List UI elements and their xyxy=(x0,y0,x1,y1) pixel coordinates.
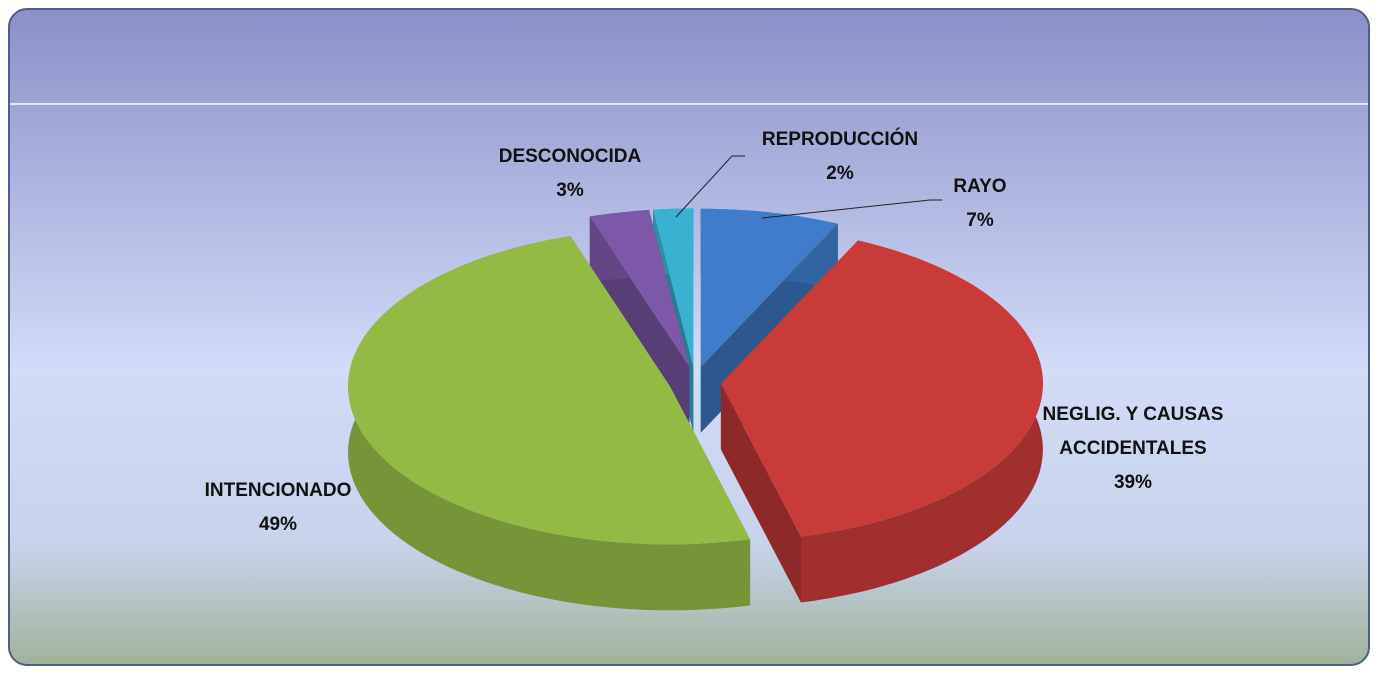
value-label: 7% xyxy=(966,210,994,231)
data-label: RAYO 7% xyxy=(920,170,1040,238)
slice-wall xyxy=(720,383,801,603)
category-label: NEGLIG. Y CAUSAS ACCIDENTALES xyxy=(1042,404,1224,459)
category-label: REPRODUCCIÓN xyxy=(761,129,919,150)
slice xyxy=(589,210,690,367)
category-label: DESCONOCIDA xyxy=(498,146,642,167)
pie xyxy=(348,208,1043,611)
data-label: REPRODUCCIÓN 2% xyxy=(740,123,940,191)
data-label: DESCONOCIDA 3% xyxy=(480,140,660,208)
slice xyxy=(653,208,694,367)
slice xyxy=(348,236,751,545)
value-label: 2% xyxy=(826,163,854,184)
value-label: 39% xyxy=(1113,472,1153,493)
data-label: INTENCIONADO 49% xyxy=(178,474,378,542)
category-label: INTENCIONADO xyxy=(204,480,352,501)
leader-line xyxy=(675,155,745,218)
value-label: 49% xyxy=(258,514,298,535)
category-label: RAYO xyxy=(953,176,1007,197)
slice xyxy=(720,240,1043,537)
leader-line xyxy=(761,199,942,219)
slice xyxy=(700,208,838,367)
data-label: NEGLIG. Y CAUSAS ACCIDENTALES 39% xyxy=(1023,398,1243,500)
value-label: 3% xyxy=(556,180,584,201)
